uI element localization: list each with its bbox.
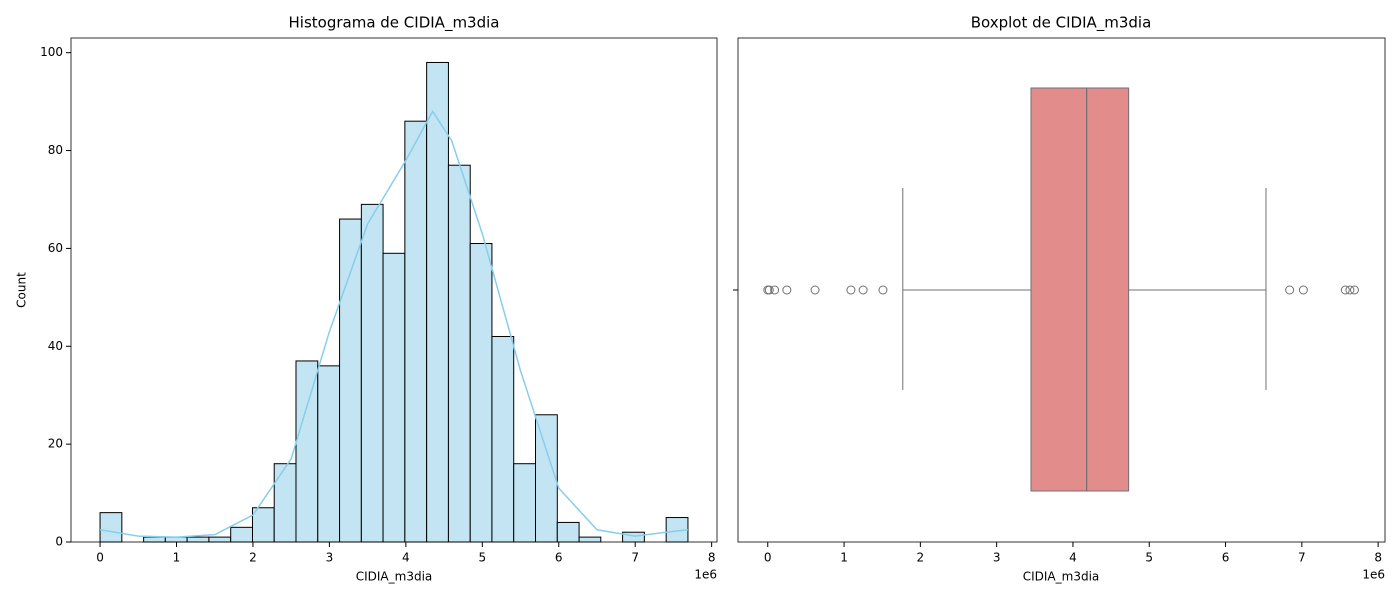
- outlier: [770, 285, 780, 295]
- bar: [295, 360, 319, 543]
- outlier: [846, 285, 856, 295]
- bar: [317, 365, 341, 543]
- x-tick-label: 3: [993, 551, 1001, 565]
- outlier: [810, 285, 820, 295]
- outlier: [1349, 285, 1359, 295]
- x-offset-label: 1e6: [694, 568, 717, 582]
- y-tick-label: 40: [48, 339, 63, 353]
- outlier: [1345, 285, 1355, 295]
- y-tick-label: 0: [55, 535, 63, 549]
- bar: [447, 164, 471, 543]
- bar: [251, 507, 275, 543]
- bar: [360, 203, 384, 543]
- bar: [535, 414, 558, 543]
- outlier: [1340, 285, 1350, 295]
- y-tick-label: 60: [48, 241, 63, 255]
- x-tick-label: 7: [1298, 551, 1306, 565]
- bar: [143, 536, 166, 543]
- kde-line: [99, 109, 689, 538]
- bar: [339, 218, 362, 543]
- bar: [426, 61, 449, 543]
- chart-title: Boxplot de CIDIA_m3dia: [971, 14, 1152, 33]
- bar: [99, 512, 123, 543]
- x-tick-label: 6: [555, 551, 563, 565]
- x-tick-label: 3: [326, 551, 334, 565]
- x-tick-label: 1: [173, 551, 181, 565]
- bar: [513, 463, 537, 543]
- x-axis-label: CIDIA_m3dia: [1023, 570, 1100, 584]
- x-tick-label: 2: [249, 551, 257, 565]
- outlier: [878, 285, 888, 295]
- outlier: [764, 285, 774, 295]
- x-tick-label: 0: [96, 551, 104, 565]
- x-tick-label: 8: [708, 551, 716, 565]
- y-tick-label: 80: [48, 143, 63, 157]
- bar: [491, 335, 515, 543]
- bar: [230, 526, 253, 543]
- outlier: [1298, 285, 1308, 295]
- x-tick-label: 5: [478, 551, 486, 565]
- chart-title: Histograma de CIDIA_m3dia: [289, 14, 500, 33]
- y-tick-label: 20: [48, 437, 63, 451]
- x-tick-label: 4: [402, 551, 410, 565]
- bar: [556, 521, 580, 543]
- axes-frame: [70, 37, 718, 543]
- x-tick-label: 7: [631, 551, 639, 565]
- x-tick-label: 1: [840, 551, 848, 565]
- bar: [469, 243, 493, 543]
- bar: [186, 536, 210, 543]
- bar: [208, 536, 232, 543]
- box: [1030, 87, 1130, 492]
- y-axis-label: Count: [15, 272, 29, 308]
- bar: [622, 531, 645, 543]
- x-axis-label: CIDIA_m3dia: [356, 570, 433, 584]
- bar: [578, 536, 602, 543]
- bar: [273, 463, 297, 543]
- outlier: [858, 285, 868, 295]
- bar: [404, 120, 428, 543]
- axes-frame: [737, 37, 1386, 543]
- x-offset-label: 1e6: [1362, 568, 1385, 582]
- x-tick-label: 4: [1069, 551, 1077, 565]
- x-tick-label: 2: [917, 551, 925, 565]
- outlier: [782, 285, 792, 295]
- x-tick-label: 5: [1145, 551, 1153, 565]
- x-tick-label: 8: [1374, 551, 1382, 565]
- outlier: [1285, 285, 1295, 295]
- x-tick-label: 0: [764, 551, 772, 565]
- bar: [382, 252, 406, 543]
- x-tick-label: 6: [1222, 551, 1230, 565]
- y-tick-label: 100: [40, 45, 63, 59]
